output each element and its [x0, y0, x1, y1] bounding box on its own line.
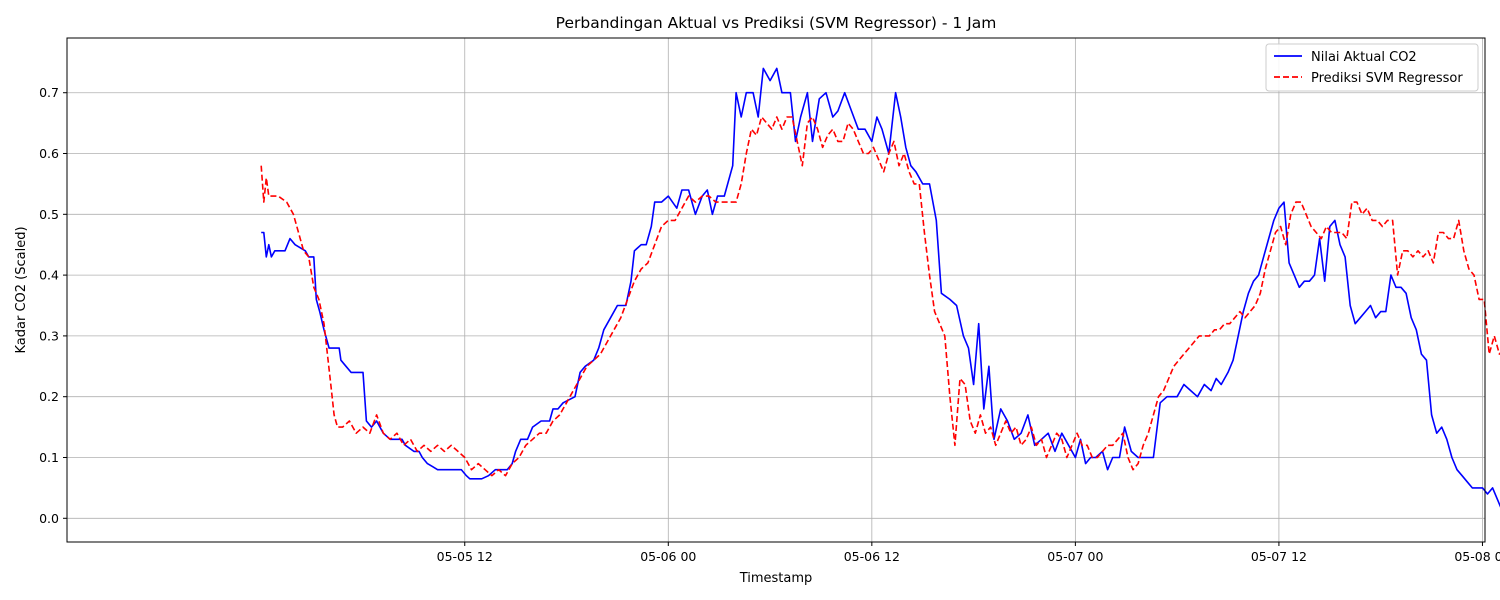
- series-group: [260, 67, 1500, 508]
- legend-box: [1265, 43, 1479, 92]
- y-tick-label: 0.3: [39, 328, 59, 343]
- y-axis-label: Kadar CO2 (Scaled): [14, 226, 29, 353]
- x-tick-label: 05-08 00: [1454, 549, 1500, 564]
- x-axis-label: Timestamp: [739, 571, 813, 586]
- y-tick-label: 0.5: [39, 207, 59, 222]
- y-tick-label: 0.2: [39, 389, 59, 404]
- x-tick-label: 05-06 12: [844, 549, 900, 564]
- chart-title: Perbandingan Aktual vs Prediksi (SVM Reg…: [556, 14, 997, 32]
- x-tick-label: 05-06 00: [640, 549, 696, 564]
- y-tick-label: 0.6: [39, 146, 59, 161]
- y-tick-label: 0.4: [39, 268, 59, 283]
- plot-area-frame: [66, 37, 1486, 543]
- y-axis-ticks: 0.0 0.1 0.2 0.3 0.4 0.5 0.6 0.7: [39, 85, 67, 526]
- x-tick-label: 05-07 00: [1047, 549, 1103, 564]
- x-axis-ticks: 05-05 12 05-06 00 05-06 12 05-07 00 05-07 12…: [437, 542, 1500, 564]
- y-tick-label: 0.0: [39, 511, 59, 526]
- grid: [67, 38, 1485, 542]
- y-tick-label: 0.7: [39, 85, 59, 100]
- y-tick-label: 0.1: [39, 450, 59, 465]
- legend-label-actual: Nilai Aktual CO2: [1311, 50, 1417, 65]
- series-line-prediction: [260, 116, 1500, 477]
- x-tick-label: 05-05 12: [437, 549, 493, 564]
- x-tick-label: 05-07 12: [1251, 549, 1307, 564]
- legend: Nilai Aktual CO2 Prediksi SVM Regressor: [1265, 43, 1479, 92]
- legend-label-prediction: Prediksi SVM Regressor: [1311, 71, 1463, 86]
